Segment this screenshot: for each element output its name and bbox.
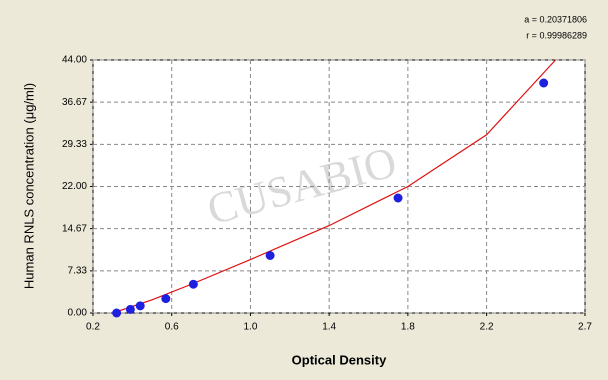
x-tick-label: 2.2 xyxy=(480,322,494,333)
x-tick-label: 1.4 xyxy=(322,322,336,333)
y-tick-label: 44.00 xyxy=(62,55,87,66)
data-point xyxy=(393,193,403,203)
data-point xyxy=(125,304,135,314)
data-point xyxy=(188,279,198,289)
data-point xyxy=(161,294,171,304)
y-axis-label: Human RNLS concentration (μg/ml) xyxy=(21,83,36,289)
data-point xyxy=(112,308,122,318)
x-axis-label: Optical Density xyxy=(292,352,387,367)
x-tick-label: 0.2 xyxy=(86,322,100,333)
data-point xyxy=(135,301,145,311)
x-tick-label: 0.6 xyxy=(165,322,179,333)
annotation: r = 0.99986289 xyxy=(526,30,587,40)
fit-curve xyxy=(112,59,556,314)
x-tick-label: 1.8 xyxy=(401,322,415,333)
x-tick-label: 2.7 xyxy=(578,322,592,333)
y-tick-label: 14.67 xyxy=(62,223,87,234)
y-tick-label: 22.00 xyxy=(62,181,87,192)
y-tick-label: 36.67 xyxy=(62,97,87,108)
y-tick-label: 7.33 xyxy=(68,265,88,276)
y-tick-label: 0.00 xyxy=(68,308,88,319)
x-tick-label: 1.0 xyxy=(243,322,257,333)
data-point xyxy=(265,251,275,260)
annotation: a = 0.20371806 xyxy=(524,14,587,24)
y-tick-label: 29.33 xyxy=(62,139,87,150)
data-point xyxy=(539,78,549,88)
